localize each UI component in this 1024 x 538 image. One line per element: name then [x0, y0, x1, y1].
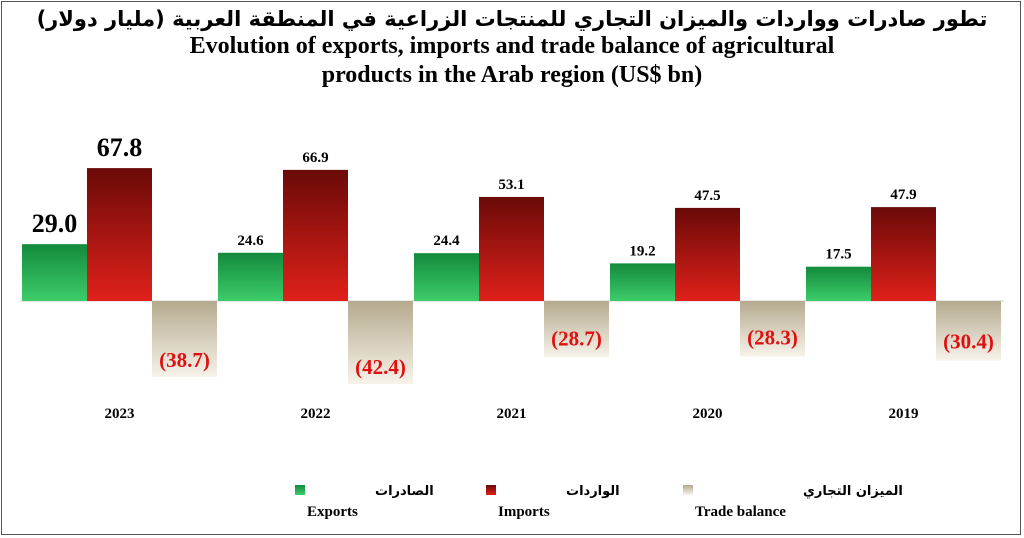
legend-swatch-imports: [486, 485, 496, 495]
data-label-imports-2019: 47.9: [890, 187, 916, 203]
x-tick-label-2023: 2023: [105, 406, 135, 422]
bar-imports-2023: [87, 168, 152, 301]
bar-exports-2023: [22, 244, 87, 301]
data-label-trade-balance-2023: (38.7): [159, 348, 210, 372]
legend-label-ar-exports: الصادرات: [375, 484, 434, 499]
data-label-imports-2021: 53.1: [498, 177, 524, 193]
data-label-imports-2022: 66.9: [302, 150, 328, 166]
bar-trade-balance-2021: [544, 301, 609, 358]
bar-imports-2020: [675, 207, 740, 301]
bar-imports-2022: [283, 169, 348, 301]
legend-label-trade-balance: Trade balance: [695, 504, 786, 520]
bar-exports-2020: [610, 263, 675, 301]
data-label-imports-2020: 47.5: [694, 188, 720, 204]
x-tick-label-2021: 2021: [497, 406, 527, 422]
legend-label-ar-imports: الواردات: [566, 484, 620, 499]
bar-trade-balance-2019: [936, 301, 1001, 361]
bar-exports-2022: [218, 252, 283, 301]
legend-label-ar-trade-balance: الميزان التجاري: [803, 484, 903, 499]
bar-trade-balance-2022: [348, 301, 413, 385]
legend-swatch-trade-balance: [683, 485, 693, 495]
data-label-trade-balance-2020: (28.3): [747, 325, 798, 349]
legend-label-imports: Imports: [498, 504, 550, 520]
bar-imports-2021: [479, 196, 544, 301]
chart-title-english-line2: products in the Arab region (US$ bn): [321, 62, 703, 88]
data-label-imports-2023: 67.8: [97, 133, 143, 162]
x-tick-label-2020: 2020: [693, 406, 723, 422]
x-tick-label-2022: 2022: [301, 406, 331, 422]
data-label-exports-2022: 24.6: [237, 233, 264, 249]
bar-trade-balance-2023: [152, 301, 217, 377]
x-tick-label-2019: 2019: [889, 406, 919, 422]
data-label-exports-2019: 17.5: [825, 247, 851, 263]
data-label-trade-balance-2021: (28.7): [551, 326, 602, 350]
chart-title-english-line1: Evolution of exports, imports and trade …: [189, 33, 835, 59]
chart-title-block: تطور صادرات وواردات والميزان التجاري للم…: [0, 6, 1024, 90]
bar-trade-balance-2020: [740, 301, 805, 357]
legend-label-exports: Exports: [307, 504, 358, 520]
data-label-exports-2023: 29.0: [32, 209, 78, 238]
data-label-trade-balance-2019: (30.4): [943, 330, 994, 354]
legend-swatch-exports: [295, 485, 305, 495]
chart-marks: 29.0 67.8 (38.7) 2023 24.6 66.9 (42.4) 2022 24.4…: [20, 133, 1004, 422]
data-label-exports-2020: 19.2: [629, 243, 655, 259]
legend: الصادرات Exports الواردات Imports الميزان ال…: [295, 484, 903, 520]
data-label-exports-2021: 24.4: [433, 233, 460, 249]
bar-imports-2019: [871, 207, 936, 301]
bar-exports-2021: [414, 253, 479, 301]
chart-title-arabic: تطور صادرات وواردات والميزان التجاري للم…: [36, 7, 988, 31]
data-label-trade-balance-2022: (42.4): [355, 355, 406, 379]
bar-exports-2019: [806, 266, 871, 301]
